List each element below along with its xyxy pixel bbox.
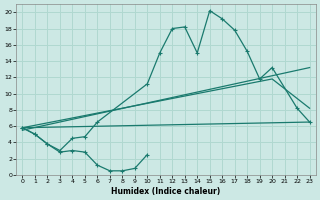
X-axis label: Humidex (Indice chaleur): Humidex (Indice chaleur) <box>111 187 221 196</box>
